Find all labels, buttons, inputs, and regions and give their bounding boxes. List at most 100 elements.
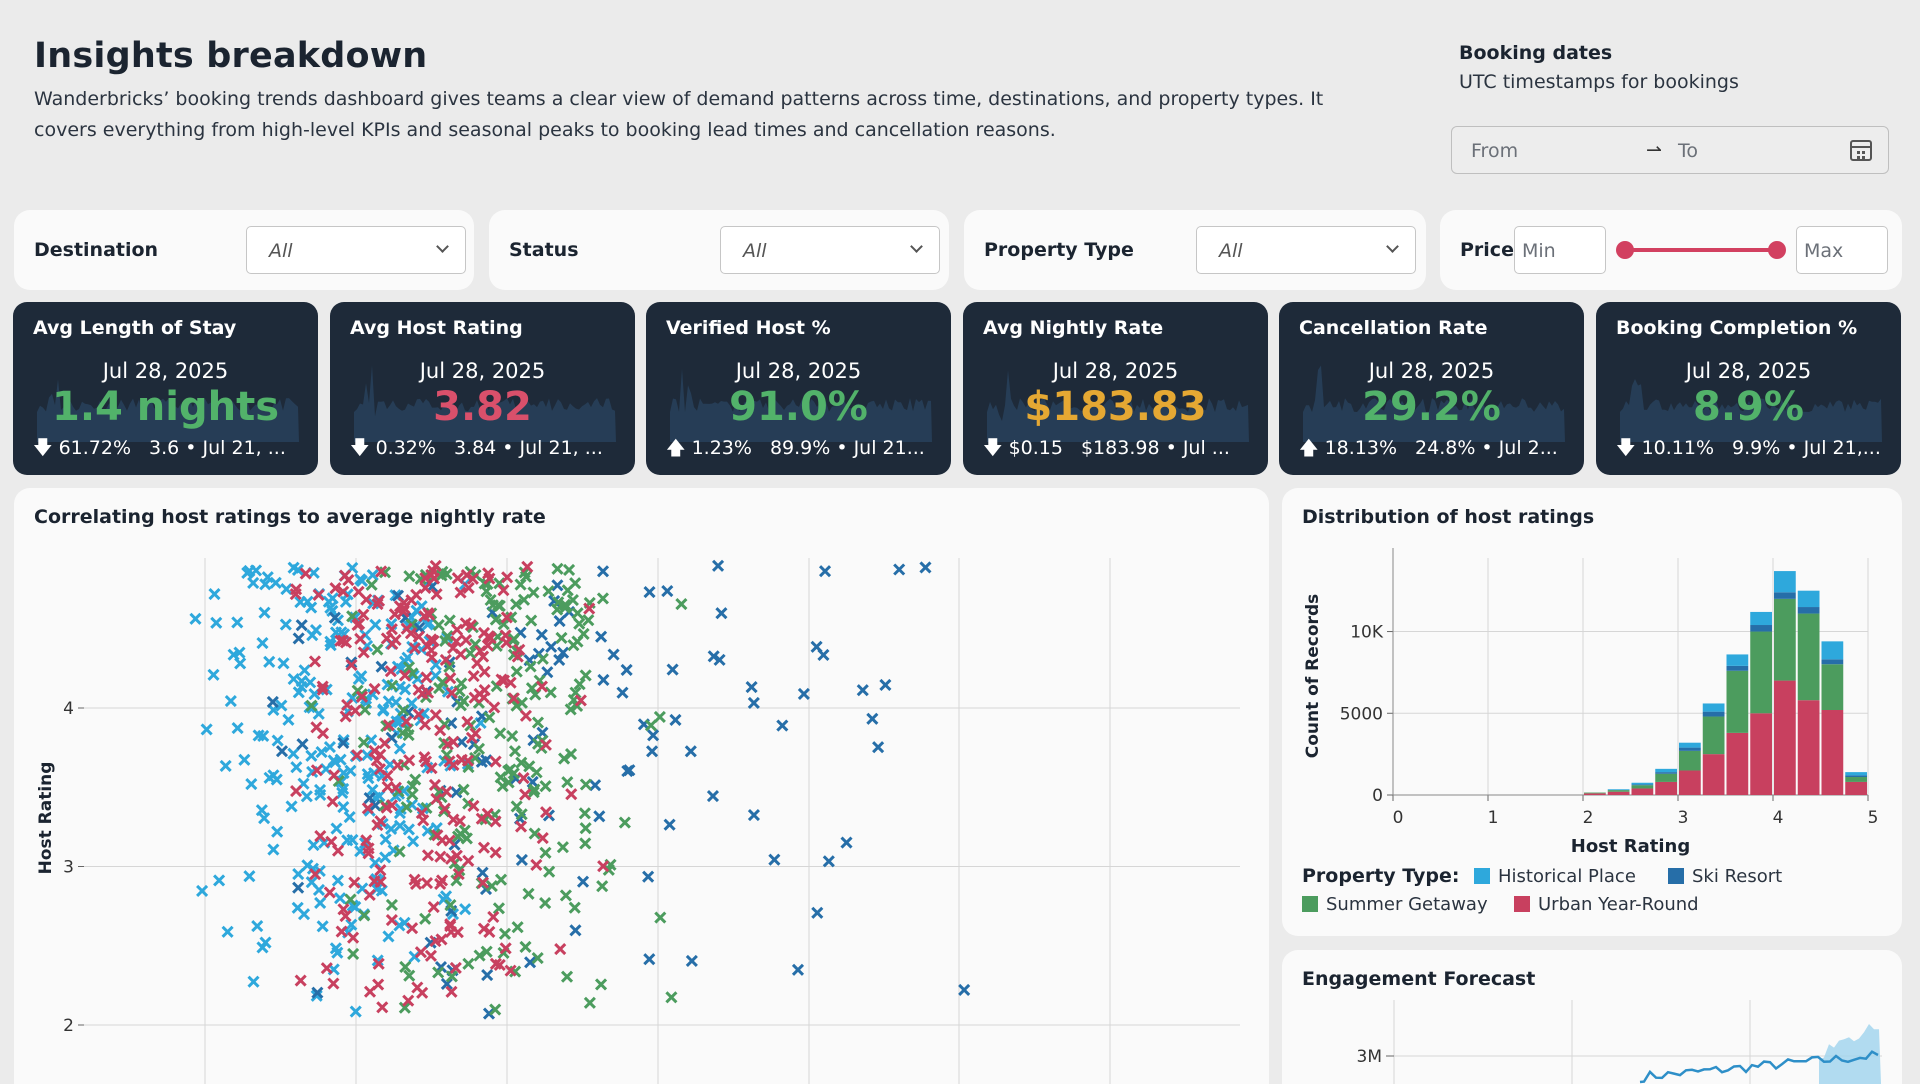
date-to-input[interactable]: To: [1678, 140, 1699, 162]
kpi-delta: 🡅 18.13%: [1299, 437, 1398, 459]
scatter-point: [515, 756, 528, 769]
scatter-point: [642, 870, 655, 883]
legend-label: Historical Place: [1498, 866, 1636, 887]
kpi-tile[interactable]: Avg Length of Stay Jul 28, 2025 1.4 nights…: [13, 302, 318, 475]
scatter-point: [196, 884, 209, 897]
scatter-point: [488, 701, 501, 714]
scatter-point: [271, 825, 284, 838]
scatter-point: [291, 901, 304, 914]
kpi-prior: 24.8% • Jul 2...: [1415, 437, 1558, 459]
scatter-point: [310, 721, 323, 734]
scatter-point: [422, 607, 435, 620]
scatter-point: [369, 799, 382, 812]
kpi-tile[interactable]: Avg Host Rating Jul 28, 2025 3.82 🡇 0.32% 3.…: [330, 302, 635, 475]
scatter-point: [768, 853, 781, 866]
scatter-point: [524, 956, 537, 969]
x-axis-label: Host Rating: [1571, 836, 1691, 857]
scatter-point: [243, 564, 256, 578]
scatter-point: [450, 849, 463, 862]
status-select[interactable]: All: [720, 226, 940, 274]
scatter-point: [402, 823, 415, 836]
scatter-point: [747, 808, 760, 822]
scatter-series-urban-year-round: [289, 559, 610, 1014]
scatter-point: [300, 790, 313, 803]
legend-item-historical-place[interactable]: Historical Place: [1474, 866, 1636, 887]
scatter-point: [477, 841, 491, 854]
histogram-bar: [1702, 754, 1725, 795]
kpi-value: 29.2%: [1362, 384, 1501, 430]
scatter-point: [510, 800, 523, 813]
scatter-point: [308, 655, 322, 668]
scatter-point: [398, 1001, 411, 1014]
histogram-bar: [1655, 781, 1677, 795]
scatter-point: [444, 899, 457, 912]
scatter-point: [385, 914, 398, 927]
scatter-point: [506, 729, 519, 743]
kpi-tile[interactable]: Verified Host % Jul 28, 2025 91.0% 🡅 1.23% 8…: [646, 302, 951, 475]
scatter-point: [449, 961, 462, 975]
scatter-point: [339, 595, 352, 608]
date-from-input[interactable]: From: [1471, 140, 1519, 162]
scatter-point: [527, 586, 540, 599]
scatter-point: [552, 596, 565, 609]
scatter-point: [419, 912, 432, 925]
scatter-point: [323, 741, 336, 754]
scatter-point: [791, 963, 805, 976]
legend-item-ski-resort[interactable]: Ski Resort: [1668, 866, 1782, 887]
price-min-input[interactable]: Min: [1514, 226, 1606, 274]
kpi-tile[interactable]: Avg Nightly Rate Jul 28, 2025 $183.83 🡇 $0.…: [963, 302, 1268, 475]
kpi-date: Jul 28, 2025: [102, 359, 229, 383]
y-axis-label: Host Rating: [36, 762, 56, 875]
scatter-point: [494, 727, 507, 740]
histogram-bar: [1750, 611, 1772, 626]
scatter-point: [380, 632, 393, 645]
scatter-point: [425, 568, 438, 582]
histogram-bar: [1726, 670, 1749, 733]
property-type-select[interactable]: All: [1196, 226, 1416, 274]
scatter-point: [647, 729, 660, 742]
scatter-point: [445, 970, 458, 983]
price-slider-max-handle[interactable]: [1768, 241, 1786, 259]
destination-select[interactable]: All: [246, 226, 466, 274]
scatter-point: [316, 683, 329, 696]
kpi-tile[interactable]: Booking Completion % Jul 28, 2025 8.9% 🡇 10…: [1596, 302, 1901, 475]
scatter-point: [401, 651, 414, 664]
scatter-point: [440, 748, 453, 762]
scatter-point: [430, 792, 443, 806]
scatter-point: [663, 818, 676, 831]
price-max-placeholder: Max: [1804, 240, 1844, 262]
scatter-point: [499, 942, 512, 955]
scatter-point: [282, 713, 295, 726]
scatter-point: [290, 761, 303, 774]
scatter-point: [314, 896, 327, 910]
x-tick-label: 4: [1773, 808, 1784, 828]
scatter-point: [515, 808, 528, 821]
scatter-point: [653, 710, 666, 723]
scatter-point: [454, 827, 467, 841]
date-range-picker[interactable]: From ⇀ To: [1451, 126, 1889, 174]
kpi-value: 8.9%: [1693, 384, 1804, 430]
scatter-point: [810, 640, 823, 653]
scatter-point: [557, 646, 570, 659]
histogram-chart[interactable]: 0 1 2 3 4 5 0 5000 10K Host Rating Count of Record…: [1282, 488, 1902, 936]
scatter-point: [464, 619, 477, 632]
scatter-point: [472, 742, 486, 755]
calendar-icon[interactable]: [1850, 140, 1872, 161]
price-max-input[interactable]: Max: [1796, 226, 1888, 274]
scatter-point: [328, 769, 341, 782]
kpi-tile[interactable]: Cancellation Rate Jul 28, 2025 29.2% 🡅 18.1…: [1279, 302, 1584, 475]
scatter-point: [418, 751, 431, 764]
legend-item-urban-year-round[interactable]: Urban Year-Round: [1514, 894, 1699, 915]
scatter-point: [400, 801, 413, 814]
kpi-delta: 🡇 $0.15: [983, 437, 1063, 459]
legend-item-summer-getaway[interactable]: Summer Getaway: [1302, 894, 1488, 915]
price-slider-min-handle[interactable]: [1616, 241, 1634, 259]
kpi-delta: 🡅 1.23%: [666, 437, 752, 459]
scatter-chart[interactable]: 2 3 4 Host Rating: [14, 488, 1269, 1084]
price-slider-track[interactable]: [1629, 248, 1781, 252]
forecast-chart[interactable]: 3Mice: [1282, 950, 1902, 1084]
forecast-line: [1639, 1050, 1879, 1084]
scatter-point: [294, 974, 307, 987]
kpi-sparkline: [1620, 379, 1882, 442]
scatter-point: [501, 571, 514, 584]
